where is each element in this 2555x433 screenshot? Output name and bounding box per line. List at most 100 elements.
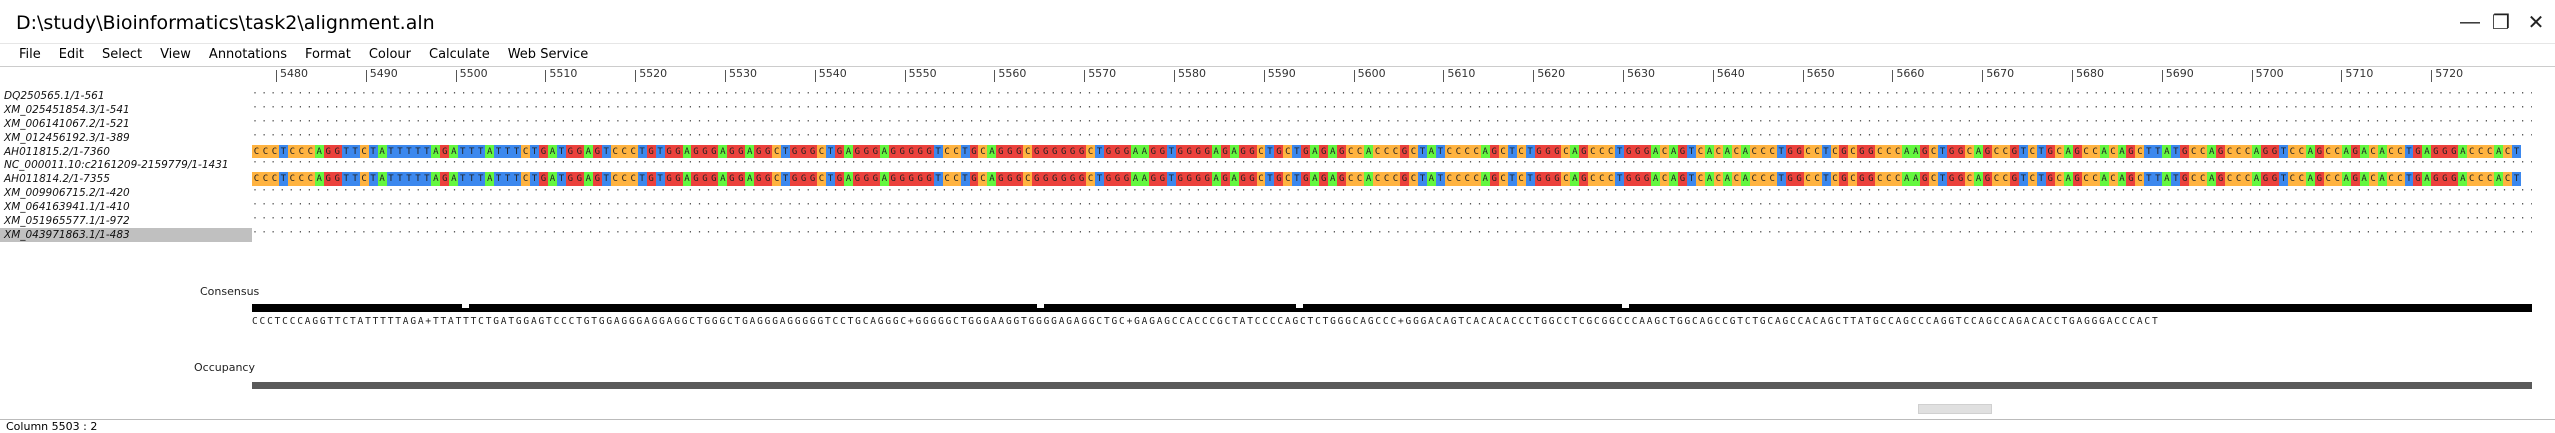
residue: G (808, 144, 818, 159)
sequence-name[interactable]: XM_043971863.1/1-483 (0, 227, 252, 242)
residue: G (1220, 172, 1230, 187)
residue: C (1803, 144, 1813, 159)
column-ruler[interactable]: 5480 5490 5500 5510 5520 5530 5540 5550 5560 5570… (252, 67, 2532, 87)
sequence-row[interactable]: ········································… (252, 103, 2532, 117)
residue: C (1848, 172, 1858, 187)
residue: C (942, 172, 952, 187)
sequence-row[interactable]: ········································… (252, 158, 2532, 172)
residue: T (556, 172, 566, 187)
residue: A (1310, 144, 1320, 159)
sequence-row[interactable]: ········································… (252, 228, 2532, 242)
residue: G (1839, 172, 1849, 187)
residue: A (1902, 172, 1912, 187)
close-icon[interactable]: ✕ (2527, 11, 2545, 34)
horizontal-scrollbar-thumb[interactable] (1918, 404, 1992, 414)
residue: C (2368, 144, 2378, 159)
sequence-row[interactable]: ········································… (252, 131, 2532, 145)
residue: C (1848, 144, 1858, 159)
residue: T (1687, 144, 1696, 159)
residue: C (1382, 144, 1392, 159)
residue: T (1615, 172, 1625, 187)
residue: T (933, 172, 943, 187)
residue: T (2278, 144, 2288, 159)
residue: A (377, 144, 387, 159)
sequence-name[interactable]: XM_064163941.1/1-410 (4, 201, 130, 214)
residue: G (1184, 144, 1194, 159)
residue: A (2359, 144, 2369, 159)
sequence-name[interactable]: XM_009906715.2/1-420 (4, 187, 130, 200)
residue: G (1642, 172, 1652, 187)
residue: C (1498, 144, 1508, 159)
sequence-name[interactable]: AH011814.2/1-7355 (4, 173, 110, 186)
residue: A (2252, 172, 2261, 187)
sequence-name[interactable]: XM_025451854.3/1-541 (4, 103, 130, 116)
residue: C (252, 172, 261, 187)
sequence-name[interactable]: XM_051965577.1/1-972 (4, 215, 130, 228)
residue: T (422, 144, 432, 159)
consensus-gap-mark (462, 304, 469, 308)
residue: G (592, 144, 602, 159)
residue: C (2467, 172, 2477, 187)
residue: C (521, 172, 531, 187)
residue: T (2171, 144, 2181, 159)
residue: G (2440, 172, 2450, 187)
ruler-tick: 5480 (276, 67, 308, 82)
residue: C (2296, 144, 2306, 159)
residue: G (574, 144, 584, 159)
sequence-name[interactable]: NC_000011.10:c2161209-2159779/1-1431 (4, 159, 229, 172)
residue: T (350, 144, 360, 159)
sequence-row[interactable]: ········································… (252, 89, 2532, 103)
residue: G (852, 144, 862, 159)
residue: T (1525, 172, 1535, 187)
minimize-icon[interactable]: — (2460, 10, 2480, 33)
residue: G (996, 144, 1006, 159)
sequence-row[interactable]: ········································… (252, 200, 2532, 214)
residue: T (601, 172, 611, 187)
residue: G (2045, 144, 2055, 159)
residue: G (1552, 144, 1562, 159)
sequence-name[interactable]: DQ250565.1/1-561 (4, 90, 105, 102)
residue: G (1624, 172, 1634, 187)
residue: C (1731, 144, 1741, 159)
residue: T (781, 172, 791, 187)
menu-web-service[interactable]: Web Service (507, 47, 589, 62)
ruler-tick: 5570 (1084, 67, 1117, 82)
sequence-name[interactable]: XM_006141067.2/1-521 (4, 117, 130, 130)
menu-bar: File Edit Select View Annotations Format… (0, 44, 2555, 66)
sequence-row[interactable]: ········································… (252, 214, 2532, 228)
menu-colour[interactable]: Colour (368, 47, 411, 62)
residue: A (314, 144, 324, 159)
menu-view[interactable]: View (160, 47, 191, 62)
residue: A (2341, 144, 2351, 159)
residue: C (296, 172, 306, 187)
residue: T (1525, 144, 1535, 159)
menu-edit[interactable]: Edit (58, 47, 84, 62)
maximize-icon[interactable]: ❐ (2492, 11, 2510, 34)
menu-annotations[interactable]: Annotations (208, 47, 287, 62)
residue: A (2207, 172, 2217, 187)
residue: G (2126, 144, 2136, 159)
residue: C (1749, 172, 1759, 187)
sequence-name[interactable]: AH011815.2/1-7360 (4, 145, 110, 158)
menu-calculate[interactable]: Calculate (429, 47, 490, 62)
menu-format[interactable]: Format (305, 47, 351, 62)
residue: G (906, 144, 916, 159)
menu-file[interactable]: File (19, 47, 41, 62)
sequence-row[interactable]: ········································… (252, 117, 2532, 131)
sequence-name[interactable]: XM_012456192.3/1-389 (4, 131, 130, 144)
residue: G (1059, 144, 1069, 159)
residue: G (664, 144, 674, 159)
residue: G (2180, 144, 2190, 159)
menu-select[interactable]: Select (101, 47, 143, 62)
residue: C (2234, 172, 2244, 187)
residue: G (2216, 172, 2226, 187)
sequence-row[interactable]: ········································… (252, 186, 2532, 200)
residue: A (2305, 144, 2315, 159)
residue: C (2189, 172, 2199, 187)
residue: G (1121, 172, 1131, 187)
residue: C (2054, 172, 2064, 187)
sequence-rows[interactable]: ········································… (252, 89, 2532, 242)
residue: G (1068, 144, 1078, 159)
